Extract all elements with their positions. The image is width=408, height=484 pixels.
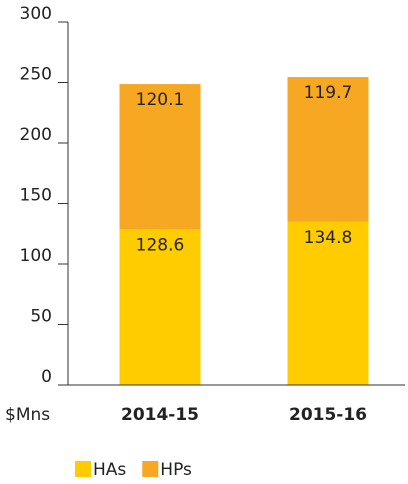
bar-segment	[119, 84, 201, 230]
legend-label: HPs	[160, 460, 192, 480]
y-axis-label: $Mns	[5, 405, 50, 425]
legend-swatch	[75, 461, 91, 477]
y-tick-label: 150	[20, 186, 52, 206]
value-label: 119.7	[304, 83, 353, 103]
bar-segment	[119, 229, 201, 385]
x-tick-label: 2014-15	[121, 405, 199, 425]
y-tick-label: 0	[41, 367, 52, 387]
value-label: 134.8	[304, 228, 353, 248]
legend-label: HAs	[93, 460, 126, 480]
bar-segment	[287, 77, 369, 222]
value-label: 128.6	[136, 235, 185, 255]
y-tick-label: 100	[20, 246, 52, 266]
legend-swatch	[142, 461, 159, 477]
y-tick-label: 200	[20, 125, 52, 145]
y-tick-label: 250	[20, 65, 52, 85]
y-tick-label: 300	[20, 4, 52, 24]
bar-segment	[287, 221, 369, 385]
value-label: 120.1	[136, 90, 185, 110]
y-tick-label: 50	[30, 307, 52, 327]
x-tick-label: 2015-16	[289, 405, 367, 425]
